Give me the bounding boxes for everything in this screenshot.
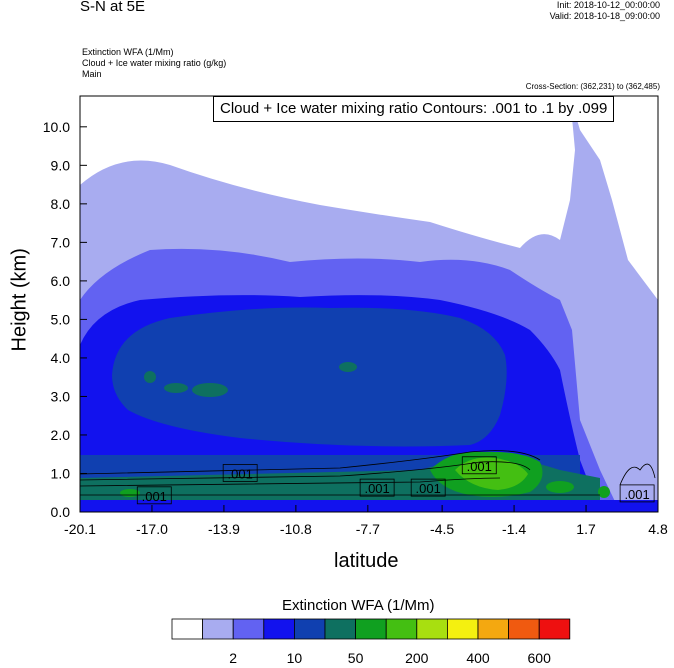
contour-label: .001 [359,478,395,497]
x-tick-label: -20.1 [64,521,96,537]
x-tick-label: -17.0 [136,521,168,537]
colorbar-bin [202,618,234,640]
colorbar-title: Extinction WFA (1/Mm) [282,597,435,614]
cross-section-label: Cross-Section: (362,231) to (362,485) [525,82,660,91]
svg-text:.001: .001 [416,481,441,496]
colorbar-bin [416,618,448,640]
contour-label: .001 [222,464,258,482]
x-tick-label: -4.5 [430,521,454,537]
colorbar-label: 400 [466,650,490,666]
contour-legend: Cloud + Ice water mixing ratio Contours:… [213,96,615,122]
valid-time: Valid: 2018-10-18_09:00:00 [549,11,660,21]
time-info: Init: 2018-10-12_00:00:00 Valid: 2018-10… [550,0,660,22]
colorbar-bin [324,618,357,640]
svg-text:.001: .001 [142,489,167,504]
colorbar-bin [538,618,571,640]
colorbar-bin [508,618,540,640]
y-tick-label: 7.0 [51,234,71,250]
y-tick-label: 3.0 [51,388,71,404]
contour-labels: .001 .001 .001 .001 .001 .001 [136,456,655,505]
field-cloud-ice: Cloud + Ice water mixing ratio (g/kg) [82,58,227,68]
colorbar-bin [385,618,418,640]
y-tick-label: 2.0 [51,427,71,443]
contour-label: .001 [410,478,446,497]
svg-text:.001: .001 [624,487,649,502]
y-tick-label: 9.0 [51,157,71,173]
svg-text:.001: .001 [467,459,492,474]
init-time: Init: 2018-10-12_00:00:00 [556,0,660,10]
colorbar-label: 200 [405,650,429,666]
x-tick-label: 1.7 [576,521,596,537]
x-axis-label: latitude [334,550,399,572]
x-tick-label: 4.8 [648,521,668,537]
field-extinction: Extinction WFA (1/Mm) [82,47,174,57]
colorbar-bin [263,618,295,640]
colorbar-bin [355,618,387,640]
colorbar-bin [232,618,265,640]
axis-ticks: -20.1 -17.0 -13.9 -10.8 -7.7 -4.5 -1.4 1.7 4.8 0.… [43,119,668,537]
contour-label: .001 [619,484,655,503]
contour-label: .001 [461,456,497,475]
y-tick-label: 0.0 [51,504,71,520]
colorbar-label: 600 [528,650,552,666]
y-tick-label: 5.0 [51,311,71,327]
contour-label: .001 [136,486,172,505]
colorbar-label: 50 [348,650,364,666]
colorbar-bin [171,618,204,640]
field-info: Extinction WFA (1/Mm) Cloud + Ice water … [82,47,226,80]
x-tick-label: -13.9 [208,521,240,537]
colorbar-label: 2 [229,650,237,666]
x-tick-label: -10.8 [280,521,312,537]
y-tick-label: 8.0 [51,196,71,212]
y-tick-label: 4.0 [51,350,71,366]
heatmap-field [80,96,658,512]
colorbar-bin [446,618,479,640]
x-tick-label: -1.4 [502,521,526,537]
x-tick-label: -7.7 [356,521,380,537]
y-tick-label: 10.0 [43,119,70,135]
plot-title: S-N at 5E [80,0,146,15]
field-domain: Main [82,69,102,79]
colorbar-label: 10 [287,650,303,666]
svg-text:.001: .001 [228,466,253,481]
colorbar-bin [293,618,326,640]
y-tick-label: 1.0 [51,465,71,481]
colorbar: 2 10 50 200 400 600 [171,618,571,666]
y-tick-label: 6.0 [51,273,71,289]
colorbar-bin [477,618,510,640]
y-axis-label: Height (km) [8,248,31,352]
svg-text:.001: .001 [364,481,389,496]
